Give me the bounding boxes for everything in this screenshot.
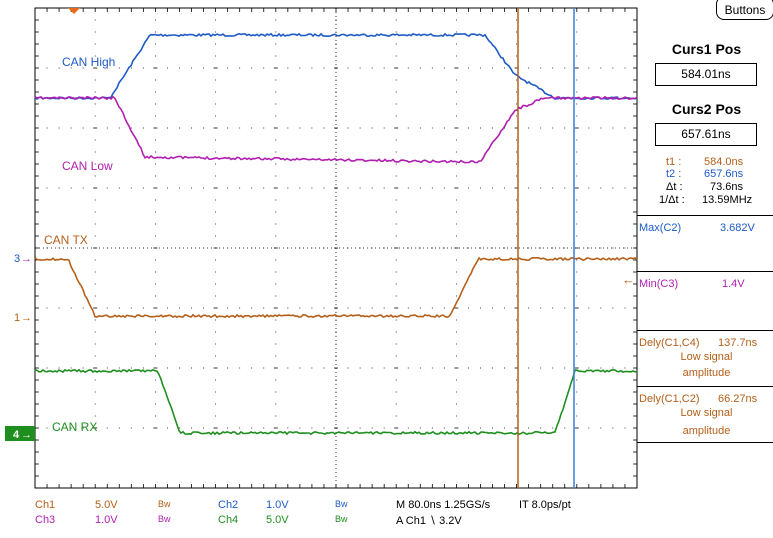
can-low-trace bbox=[34, 95, 638, 164]
inv-dt-label: 1/Δt : bbox=[659, 194, 685, 206]
can-tx-label: CAN TX bbox=[44, 233, 88, 247]
ch2-scale[interactable]: 1.0V bbox=[266, 499, 289, 511]
ch1-marker-arrow-icon: → bbox=[21, 312, 32, 324]
dely2-label: Dely(C1,C2) bbox=[639, 393, 700, 405]
ch2-bw-icon: Bw bbox=[335, 499, 348, 509]
curs1-title: Curs1 Pos bbox=[671, 41, 742, 57]
separator bbox=[637, 442, 773, 443]
ch1-label[interactable]: Ch1 bbox=[35, 499, 56, 511]
ch3-marker-arrow-icon: → bbox=[21, 253, 32, 265]
can-high-trace bbox=[34, 32, 638, 101]
dely2-note-line1: Low signal bbox=[680, 407, 733, 419]
t1-label: t1 : bbox=[666, 156, 682, 168]
ch4-marker-box[interactable] bbox=[5, 426, 35, 441]
buttons-tab[interactable]: Buttons bbox=[716, 0, 773, 20]
dely2-note-line2: amplitude bbox=[682, 425, 731, 437]
ch1-marker[interactable]: 1 bbox=[14, 312, 20, 324]
t2-value: 657.6ns bbox=[704, 168, 744, 180]
can-rx-trace bbox=[34, 368, 638, 436]
dely1-note-line2: amplitude bbox=[682, 367, 731, 379]
dely1-note-line1: Low signal bbox=[680, 351, 733, 363]
curs1-value-field[interactable]: 584.01ns bbox=[655, 63, 757, 86]
can-high-label: CAN High bbox=[62, 55, 115, 69]
max-c2-label: Max(C2) bbox=[639, 222, 682, 234]
graticule bbox=[34, 7, 638, 489]
separator bbox=[637, 271, 773, 272]
curs2-title: Curs2 Pos bbox=[671, 101, 742, 117]
ch2-label[interactable]: Ch2 bbox=[218, 499, 239, 511]
separator bbox=[637, 215, 773, 216]
ch4-marker: 4 bbox=[13, 429, 20, 441]
dt-value: 73.6ns bbox=[710, 181, 744, 193]
trigger-readout[interactable]: A Ch1 ∖ 3.2V bbox=[396, 515, 462, 527]
separator bbox=[637, 330, 773, 331]
dely1-value: 137.7ns bbox=[718, 337, 758, 349]
ch3-label[interactable]: Ch3 bbox=[35, 514, 56, 526]
timebase-readout[interactable]: M 80.0ns 1.25GS/s bbox=[396, 499, 491, 511]
dely2-value: 66.27ns bbox=[718, 393, 758, 405]
ch1-scale[interactable]: 5.0V bbox=[95, 499, 118, 511]
trigger-level-icon: ← bbox=[622, 272, 635, 287]
min-c3-value: 1.4V bbox=[722, 278, 745, 290]
can-tx-trace bbox=[34, 256, 638, 319]
min-c3-label: Min(C3) bbox=[639, 278, 679, 290]
t1-value: 584.0ns bbox=[704, 156, 744, 168]
inv-dt-value: 13.59MHz bbox=[702, 194, 753, 206]
ch3-marker[interactable]: 3 bbox=[14, 253, 20, 265]
trigger-position-icon bbox=[68, 8, 80, 14]
can-low-label: CAN Low bbox=[62, 159, 113, 173]
ch3-scale[interactable]: 1.0V bbox=[95, 514, 118, 526]
ch3-bw-icon: Bw bbox=[158, 514, 171, 524]
ch4-label[interactable]: Ch4 bbox=[218, 514, 239, 526]
dt-label: Δt : bbox=[666, 181, 683, 193]
dely1-label: Dely(C1,C4) bbox=[639, 337, 700, 349]
record-readout: IT 8.0ps/pt bbox=[519, 499, 571, 511]
curs2-value-field[interactable]: 657.61ns bbox=[655, 123, 757, 146]
t2-label: t2 : bbox=[666, 168, 682, 180]
ch4-scale[interactable]: 5.0V bbox=[266, 514, 289, 526]
ch4-marker-arrow-icon: → bbox=[21, 429, 32, 441]
ch4-bw-icon: Bw bbox=[335, 514, 348, 524]
max-c2-value: 3.682V bbox=[720, 222, 755, 234]
separator bbox=[637, 386, 773, 387]
can-rx-label: CAN RX bbox=[52, 420, 97, 434]
ch1-bw-icon: Bw bbox=[158, 499, 171, 509]
